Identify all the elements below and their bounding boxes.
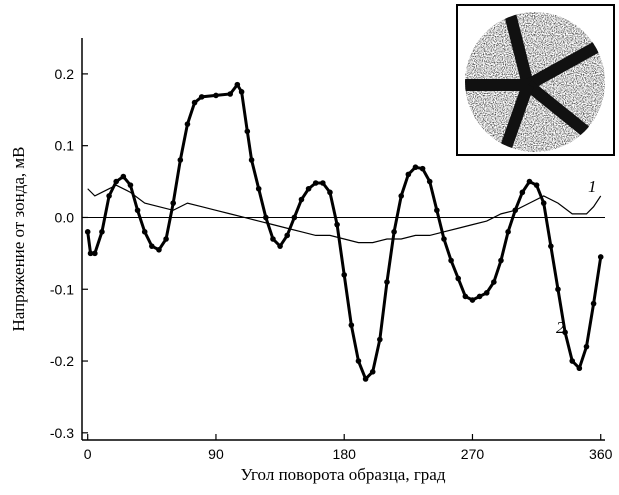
point (555, 286, 561, 293)
point (569, 358, 576, 364)
point (270, 236, 276, 242)
point (462, 293, 469, 300)
x-tick-label: 180 (333, 446, 357, 462)
point (184, 121, 191, 127)
point (113, 178, 120, 185)
point (163, 236, 169, 242)
point (92, 250, 98, 257)
point (244, 128, 251, 135)
point (405, 171, 412, 178)
point (134, 207, 141, 214)
y-tick-label: 0.0 (55, 209, 75, 225)
point (548, 243, 554, 249)
x-axis-title: Угол поворота образца, град (240, 465, 445, 484)
point (248, 157, 255, 163)
y-tick-label: 0.1 (55, 138, 75, 154)
point (320, 180, 326, 186)
inset (456, 4, 615, 156)
point (238, 89, 245, 95)
point (213, 92, 219, 99)
point (177, 157, 184, 163)
point (505, 229, 511, 235)
point (106, 193, 112, 199)
point (434, 207, 440, 214)
point (384, 279, 390, 285)
point (469, 297, 476, 303)
point (305, 185, 312, 192)
point (327, 189, 333, 196)
y-tick-label: -0.3 (50, 425, 74, 441)
point (277, 243, 283, 249)
point (284, 232, 291, 239)
point (120, 173, 127, 180)
point (84, 229, 91, 235)
point (348, 322, 355, 328)
x-tick-label: 270 (461, 446, 485, 462)
point (498, 257, 504, 264)
point (441, 236, 447, 242)
point (583, 343, 590, 350)
point (191, 99, 198, 106)
point (334, 221, 340, 228)
point (455, 275, 462, 282)
point (362, 376, 369, 382)
point (398, 193, 405, 199)
point (597, 254, 604, 260)
point (448, 257, 454, 264)
y-axis-title: Напряжение от зонда, мВ (9, 146, 28, 331)
point (341, 272, 348, 278)
point (540, 200, 547, 206)
point (263, 214, 269, 221)
series-line (87, 184, 602, 244)
point (476, 293, 483, 300)
series-label: 1 (588, 177, 597, 196)
point (412, 164, 419, 171)
point (291, 214, 298, 221)
point (533, 182, 540, 188)
point (369, 369, 376, 375)
point (141, 229, 148, 235)
point (149, 243, 155, 249)
point (87, 250, 94, 257)
point (170, 200, 177, 206)
point (234, 81, 241, 88)
point (526, 178, 533, 185)
point (519, 189, 526, 196)
point (198, 94, 205, 100)
point (491, 279, 497, 285)
point (576, 365, 583, 372)
point (255, 185, 262, 192)
point (312, 180, 319, 186)
y-tick-label: -0.1 (50, 281, 74, 297)
point (391, 229, 397, 235)
point (419, 165, 426, 172)
point (483, 290, 490, 296)
point (298, 196, 305, 203)
x-tick-label: 90 (208, 446, 224, 462)
point (99, 229, 105, 235)
x-tick-label: 360 (589, 446, 613, 462)
point (355, 358, 362, 364)
point (562, 329, 568, 336)
point (512, 207, 519, 214)
point (156, 246, 162, 253)
y-tick-label: -0.2 (50, 353, 74, 369)
y-tick-label: 0.2 (55, 66, 75, 82)
point (426, 178, 433, 185)
point (227, 91, 234, 97)
series-label: 2 (556, 318, 565, 337)
point (377, 336, 383, 343)
x-tick-label: 0 (84, 446, 92, 462)
point (127, 182, 134, 188)
point (590, 300, 597, 307)
